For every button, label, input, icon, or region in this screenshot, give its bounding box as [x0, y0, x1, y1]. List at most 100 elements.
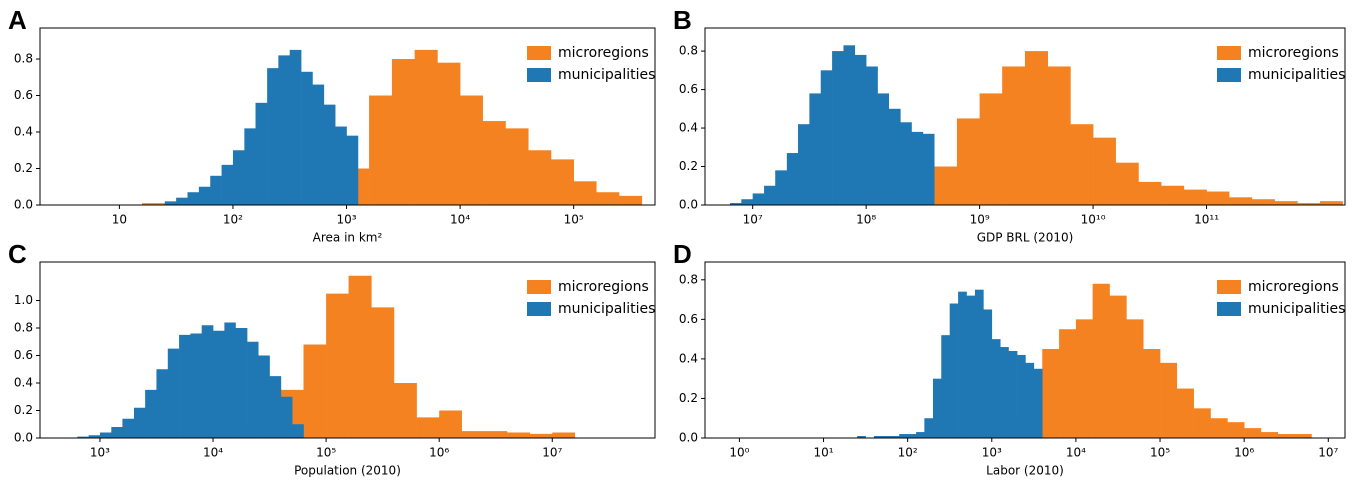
histogram-bar	[111, 427, 123, 438]
histogram-bar	[301, 71, 313, 205]
histogram-bar	[820, 70, 833, 206]
x-tick-label: 10⁴	[1066, 446, 1086, 460]
legend-label: microregions	[1248, 45, 1339, 61]
histogram-bar	[1070, 124, 1094, 205]
histogram-bar	[775, 170, 788, 205]
x-tick-label: 10⁵	[316, 446, 336, 460]
legend-label: municipalities	[558, 67, 655, 83]
histogram-bar	[1274, 201, 1298, 205]
x-tick-label: 10⁵	[1150, 446, 1170, 460]
histogram-bar	[873, 436, 883, 438]
x-axis-label: GDP BRL (2010)	[977, 231, 1074, 245]
histogram-bar	[393, 383, 417, 438]
x-tick-label: 10³	[982, 446, 1002, 460]
histogram-bar	[190, 333, 203, 438]
histogram-bar	[1297, 203, 1321, 205]
histogram-bar	[956, 118, 980, 205]
histogram-bar	[278, 55, 291, 205]
histogram-bar	[983, 309, 993, 438]
histogram-bar	[916, 432, 925, 438]
histogram-bar	[907, 434, 917, 438]
histogram-bar	[890, 436, 900, 438]
histogram-bar	[528, 150, 552, 205]
histogram-bar	[932, 378, 942, 438]
legend-label: microregions	[1248, 279, 1339, 295]
histogram-bar	[198, 186, 211, 205]
histogram-bar	[924, 418, 934, 438]
legend-swatch	[527, 302, 551, 316]
histogram-bar	[1033, 368, 1043, 438]
histogram-bar	[369, 95, 393, 205]
y-tick-label: 0.4	[14, 376, 33, 390]
x-tick-label: 10²	[898, 446, 918, 460]
histogram-bar	[439, 410, 462, 438]
histogram-bar	[1206, 191, 1230, 205]
histogram-bar	[941, 335, 950, 438]
legend-swatch	[527, 46, 551, 60]
y-tick-label: 0.4	[14, 125, 33, 139]
legend-label: microregions	[558, 279, 649, 295]
y-tick-label: 0.2	[14, 403, 33, 417]
histogram-bar	[346, 135, 359, 205]
histogram-bar	[958, 291, 967, 438]
histogram-bar	[911, 131, 924, 205]
histogram-bar	[1320, 201, 1343, 205]
y-tick-label: 0.6	[14, 348, 33, 362]
panel-label: A	[8, 5, 27, 35]
histogram-bar	[232, 150, 245, 205]
legend-label: municipalities	[558, 301, 655, 317]
panel-label: B	[673, 5, 692, 35]
x-tick-label: 10⁰	[729, 446, 749, 460]
histogram-bar	[1093, 137, 1116, 205]
histogram-bar	[221, 164, 234, 205]
histogram-bar	[1244, 428, 1262, 438]
y-tick-label: 0.8	[679, 44, 698, 58]
x-axis-label: Labor (2010)	[986, 464, 1064, 478]
histogram-bar	[280, 396, 293, 438]
legend-swatch	[1217, 302, 1241, 316]
y-tick-label: 0.2	[679, 159, 698, 173]
histogram-bar	[752, 193, 765, 205]
histogram-bar	[877, 93, 889, 205]
histogram-bar	[1059, 329, 1077, 438]
x-tick-label: 10⁷	[542, 446, 562, 460]
histogram-bar	[1000, 347, 1009, 438]
histogram-bar	[289, 49, 302, 205]
histogram-bar	[122, 418, 135, 438]
histogram-bar	[167, 348, 180, 438]
y-tick-label: 0.0	[679, 431, 698, 445]
y-tick-label: 0.0	[14, 198, 33, 212]
histogram-bar	[255, 102, 268, 205]
histogram-bar	[235, 328, 248, 438]
histogram-bar	[164, 201, 177, 205]
histogram-bar	[974, 289, 984, 438]
histogram-bar	[391, 59, 415, 206]
histogram-bar	[176, 197, 188, 205]
histogram-bar	[1227, 422, 1245, 438]
histogram-bar	[484, 431, 508, 438]
legend-label: municipalities	[1248, 301, 1345, 317]
y-tick-label: 0.0	[14, 431, 33, 445]
histogram-bar	[1138, 181, 1162, 205]
axes-frame	[39, 27, 656, 206]
x-tick-label: 10²	[223, 213, 243, 227]
histogram-bar	[1042, 349, 1060, 438]
histogram-bar	[854, 54, 867, 205]
histogram-bar	[303, 344, 327, 438]
histogram-bar	[619, 195, 643, 205]
histogram-bar	[1109, 295, 1127, 438]
histogram-bar	[798, 124, 810, 205]
histogram-bar	[269, 376, 282, 438]
histogram-bar	[213, 330, 225, 438]
x-tick-label: 10⁸	[856, 213, 876, 227]
histogram-bar	[1260, 432, 1279, 438]
histogram-bar	[1017, 354, 1026, 438]
histogram-bar	[550, 159, 574, 205]
histogram-bar	[348, 275, 372, 438]
histogram-bar	[460, 95, 483, 205]
histogram-bar	[505, 128, 529, 205]
histogram-bar	[507, 432, 530, 438]
histogram-bar	[764, 185, 776, 205]
histogram-bar	[1008, 350, 1018, 438]
histogram-bar	[1183, 189, 1207, 205]
